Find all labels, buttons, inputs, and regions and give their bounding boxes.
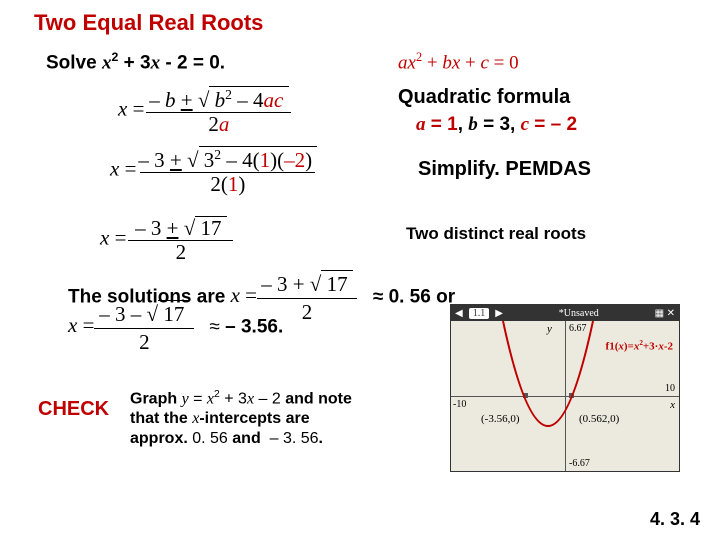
simplified-formula: x = – 3 + √ 17 2 (100, 216, 233, 263)
check-label: CHECK (38, 398, 109, 421)
solution-neg: x =– 3 – √ 17 2 ≈ – 3.56. (68, 300, 283, 355)
footer-ref: 4. 3. 4 (650, 509, 700, 530)
standard-form: ax2 + bx + c = 0 (398, 50, 519, 74)
qf-label: Quadratic formula (398, 86, 570, 109)
simplify-label: Simplify. PEMDAS (418, 158, 591, 181)
substituted-formula: x = – 3 + √ 32 – 4(1)(–2) 2(1) (110, 146, 317, 195)
calculator-graph: ◀ 1.1 ▶ *Unsaved ▦ ✕ 6.67 y -6.67 -10 10… (450, 304, 680, 472)
approx-pos: 0. 56 or (389, 286, 456, 307)
parabola-icon (451, 321, 679, 471)
check-text: Graph y = x2 + 3x – 2 and note that the … (130, 388, 352, 449)
solve-prefix: Solve (46, 52, 102, 73)
graph-doc: *Unsaved (509, 308, 649, 319)
graph-tab: 1.1 (469, 308, 490, 319)
page-title: Two Equal Real Roots (34, 10, 263, 36)
solve-line: Solve x2 + 3x - 2 = 0. (46, 50, 225, 74)
distinct-label: Two distinct real roots (406, 224, 586, 244)
plot-area: 6.67 y -6.67 -10 10 x (-3.56,0) (0.562,0… (451, 321, 679, 471)
approx-neg: – 3.56. (225, 316, 283, 337)
graph-titlebar: ◀ 1.1 ▶ *Unsaved ▦ ✕ (451, 305, 679, 321)
abc-values: a = 1, b = 3, c = – 2 (416, 114, 577, 136)
quadratic-formula: x = – b + √ b2 – 4ac 2a (118, 86, 291, 135)
